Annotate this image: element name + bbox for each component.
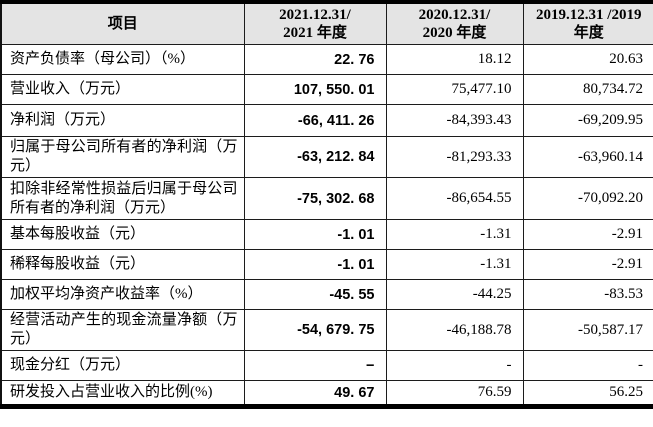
row-label: 现金分红（万元） — [1, 350, 245, 381]
row-label: 营业收入（万元） — [1, 74, 245, 105]
value-2019-cell: -2.91 — [523, 219, 653, 250]
value-2021-cell: -63, 212. 84 — [244, 136, 387, 178]
table-row: 稀释每股收益（元） -1. 01 -1.31 -2.91 — [1, 249, 653, 280]
row-label: 扣除非经常性损益后归属于母公司所有者的净利润（万元） — [1, 177, 245, 220]
table-header-row: 项目 2021.12.31/ 2021 年度 2020.12.31/ 2020 … — [1, 2, 653, 45]
value-2019-cell: -83.53 — [523, 279, 653, 310]
row-label: 基本每股收益（元） — [1, 219, 245, 250]
value-2021-cell: -66, 411. 26 — [244, 104, 387, 137]
header-2019-column: 2019.12.31 /2019 年度 — [523, 2, 653, 45]
value-2021-cell: 22. 76 — [244, 44, 387, 75]
row-label: 稀释每股收益（元） — [1, 249, 245, 280]
header-item-column: 项目 — [1, 2, 245, 45]
value-2020-cell: - — [386, 350, 524, 381]
value-2019-cell: -69,209.95 — [523, 104, 653, 137]
value-2020-cell: -1.31 — [386, 249, 524, 280]
value-2021-cell: -54, 679. 75 — [244, 309, 387, 351]
table-row: 净利润（万元） -66, 411. 26 -84,393.43 -69,209.95 — [1, 104, 653, 137]
value-2019-cell: - — [523, 350, 653, 381]
row-label: 净利润（万元） — [1, 104, 245, 137]
value-2019-cell: 20.63 — [523, 44, 653, 75]
value-2020-cell: 76.59 — [386, 380, 524, 407]
value-2021-cell: -75, 302. 68 — [244, 177, 387, 220]
header-2021-column: 2021.12.31/ 2021 年度 — [244, 2, 387, 45]
value-2020-cell: 75,477.10 — [386, 74, 524, 105]
value-2019-cell: -70,092.20 — [523, 177, 653, 220]
value-2020-cell: -81,293.33 — [386, 136, 524, 178]
row-label: 研发投入占营业收入的比例(%) — [1, 380, 245, 407]
value-2020-cell: -84,393.43 — [386, 104, 524, 137]
row-label: 归属于母公司所有者的净利润（万元） — [1, 136, 245, 178]
value-2021-cell: -1. 01 — [244, 249, 387, 280]
table-row: 扣除非经常性损益后归属于母公司所有者的净利润（万元） -75, 302. 68 -8… — [1, 177, 653, 220]
table-row: 资产负债率（母公司）（%） 22. 76 18.12 20.63 — [1, 44, 653, 75]
value-2019-cell: 56.25 — [609, 384, 643, 400]
value-2021-cell: -1. 01 — [244, 219, 387, 250]
table-body: 资产负债率（母公司）（%） 22. 76 18.12 20.63 营业收入（万元） 107… — [1, 44, 653, 407]
value-2019-cell: -2.91 — [523, 249, 653, 280]
table-row: 现金分红（万元） − - - — [1, 350, 653, 381]
value-2020-cell: -44.25 — [386, 279, 524, 310]
value-2019-cell: -63,960.14 — [523, 136, 653, 178]
table-row: 研发投入占营业收入的比例(%) 49. 67 76.59 56.25 — [1, 380, 653, 407]
row-label: 加权平均净资产收益率（%） — [1, 279, 245, 310]
value-2021-cell: − — [244, 350, 387, 381]
value-2021-cell: -45. 55 — [244, 279, 387, 310]
value-2020-cell: -86,654.55 — [386, 177, 524, 220]
table-row: 经营活动产生的现金流量净额（万元） -54, 679. 75 -46,188.78-… — [1, 309, 653, 351]
value-2019-cell: 80,734.72 — [523, 74, 653, 105]
table-row: 加权平均净资产收益率（%） -45. 55 -44.25 -83.53 — [1, 279, 653, 310]
table-row: 营业收入（万元） 107, 550. 01 75,477.10 80,734.72 — [1, 74, 653, 105]
value-2020-cell: 18.12 — [386, 44, 524, 75]
value-2021-cell: 49. 67 — [244, 380, 387, 407]
value-2020-cell: -1.31 — [386, 219, 524, 250]
table-row: 归属于母公司所有者的净利润（万元） -63, 212. 84 -81,293.33-… — [1, 136, 653, 178]
value-2020-cell: -46,188.78 — [386, 309, 524, 351]
row-label: 经营活动产生的现金流量净额（万元） — [1, 309, 245, 351]
header-2020-column: 2020.12.31/ 2020 年度 — [386, 2, 524, 45]
table-row: 基本每股收益（元） -1. 01 -1.31 -2.91 — [1, 219, 653, 250]
row-label: 资产负债率（母公司）（%） — [1, 44, 245, 75]
value-2019-cell: -50,587.17 — [523, 309, 653, 351]
financial-indicators-table: 项目 2021.12.31/ 2021 年度 2020.12.31/ 2020 … — [0, 0, 653, 409]
value-2021-cell: 107, 550. 01 — [244, 74, 387, 105]
